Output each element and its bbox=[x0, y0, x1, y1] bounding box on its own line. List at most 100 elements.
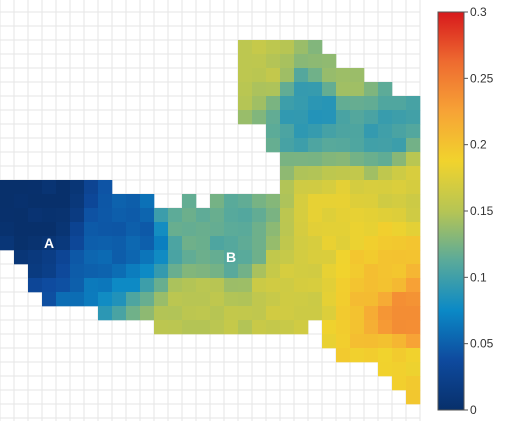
heatmap-cell bbox=[280, 264, 295, 279]
heatmap-cell bbox=[308, 40, 323, 55]
heatmap-cell bbox=[364, 180, 379, 195]
heatmap-cell bbox=[140, 194, 155, 209]
heatmap-cell bbox=[294, 96, 309, 111]
heatmap-cell bbox=[182, 208, 197, 223]
heatmap-cell bbox=[294, 292, 309, 307]
heatmap-cell bbox=[364, 320, 379, 335]
heatmap-cell bbox=[70, 292, 85, 307]
heatmap-cell bbox=[182, 236, 197, 251]
heatmap-cell bbox=[84, 264, 99, 279]
heatmap-cell bbox=[266, 208, 281, 223]
heatmap-cell bbox=[266, 40, 281, 55]
heatmap-cell bbox=[336, 348, 351, 363]
heatmap-cell bbox=[252, 54, 267, 69]
heatmap-cell bbox=[224, 306, 239, 321]
heatmap-cell bbox=[98, 250, 113, 265]
heatmap-cell bbox=[378, 180, 393, 195]
heatmap-cell bbox=[336, 306, 351, 321]
heatmap-cell bbox=[266, 222, 281, 237]
heatmap-cell bbox=[350, 278, 365, 293]
heatmap-cell bbox=[406, 110, 421, 125]
heatmap-cell bbox=[126, 292, 141, 307]
heatmap-cell bbox=[14, 236, 29, 251]
heatmap-cell bbox=[70, 222, 85, 237]
heatmap-cell bbox=[364, 194, 379, 209]
heatmap-cell bbox=[14, 180, 29, 195]
heatmap-cell bbox=[154, 222, 169, 237]
heatmap-cell bbox=[322, 292, 337, 307]
heatmap-cell bbox=[392, 264, 407, 279]
heatmap-cell bbox=[336, 68, 351, 83]
heatmap-cell bbox=[56, 250, 71, 265]
heatmap-cell bbox=[406, 194, 421, 209]
heatmap-cell bbox=[406, 236, 421, 251]
heatmap-cell bbox=[266, 138, 281, 153]
heatmap-cell bbox=[364, 222, 379, 237]
heatmap-cell bbox=[140, 292, 155, 307]
heatmap-cell bbox=[224, 292, 239, 307]
heatmap-cell bbox=[392, 124, 407, 139]
heatmap-cell bbox=[378, 348, 393, 363]
heatmap-cell bbox=[392, 278, 407, 293]
heatmap-cell bbox=[42, 264, 57, 279]
heatmap-cell bbox=[336, 208, 351, 223]
heatmap-cell bbox=[364, 236, 379, 251]
heatmap-cell bbox=[196, 320, 211, 335]
heatmap-cell bbox=[252, 320, 267, 335]
heatmap-cell bbox=[406, 390, 421, 405]
heatmap-cell bbox=[224, 236, 239, 251]
heatmap-cell bbox=[126, 236, 141, 251]
heatmap-cell bbox=[126, 306, 141, 321]
heatmap-cell bbox=[378, 264, 393, 279]
heatmap-cell bbox=[350, 334, 365, 349]
heatmap-cell bbox=[378, 166, 393, 181]
colorbar-tick-label: 0.25 bbox=[470, 71, 494, 85]
heatmap-cell bbox=[336, 166, 351, 181]
heatmap-cell bbox=[308, 264, 323, 279]
heatmap-cell bbox=[378, 278, 393, 293]
heatmap-cell bbox=[98, 278, 113, 293]
heatmap-cell bbox=[140, 278, 155, 293]
heatmap-cell bbox=[280, 124, 295, 139]
heatmap-cell bbox=[266, 292, 281, 307]
heatmap-cell bbox=[308, 166, 323, 181]
heatmap-cell bbox=[294, 152, 309, 167]
heatmap-cell bbox=[238, 306, 253, 321]
heatmap-cell bbox=[266, 68, 281, 83]
heatmap-cell bbox=[238, 222, 253, 237]
heatmap-cell bbox=[350, 152, 365, 167]
heatmap-cell bbox=[308, 82, 323, 97]
heatmap-cell bbox=[364, 292, 379, 307]
heatmap-cell bbox=[252, 292, 267, 307]
heatmap-cell bbox=[84, 250, 99, 265]
colorbar-tick-label: 0.05 bbox=[470, 337, 494, 351]
heatmap-cell bbox=[56, 194, 71, 209]
heatmap-cell bbox=[168, 222, 183, 237]
heatmap-cell bbox=[280, 166, 295, 181]
heatmap-cell bbox=[224, 208, 239, 223]
heatmap-cell bbox=[252, 68, 267, 83]
heatmap-cell bbox=[28, 208, 43, 223]
heatmap-cell bbox=[294, 250, 309, 265]
heatmap-cell bbox=[378, 250, 393, 265]
heatmap-cell bbox=[392, 180, 407, 195]
heatmap-cell bbox=[42, 208, 57, 223]
heatmap-cell bbox=[392, 208, 407, 223]
heatmap-cell bbox=[322, 96, 337, 111]
heatmap-cell bbox=[42, 292, 57, 307]
heatmap-cell bbox=[364, 306, 379, 321]
heatmap-cell bbox=[350, 264, 365, 279]
heatmap-cell bbox=[252, 40, 267, 55]
heatmap-cell bbox=[280, 110, 295, 125]
heatmap-cell bbox=[280, 278, 295, 293]
heatmap-cell bbox=[364, 152, 379, 167]
heatmap-cell bbox=[336, 222, 351, 237]
heatmap-cell bbox=[308, 194, 323, 209]
heatmap-cell bbox=[42, 250, 57, 265]
heatmap-cell bbox=[126, 208, 141, 223]
colorbar-tick-label: 0.3 bbox=[470, 5, 487, 19]
heatmap-cell bbox=[252, 194, 267, 209]
heatmap-cell bbox=[350, 68, 365, 83]
heatmap-cell bbox=[392, 292, 407, 307]
heatmap-cell bbox=[112, 222, 127, 237]
